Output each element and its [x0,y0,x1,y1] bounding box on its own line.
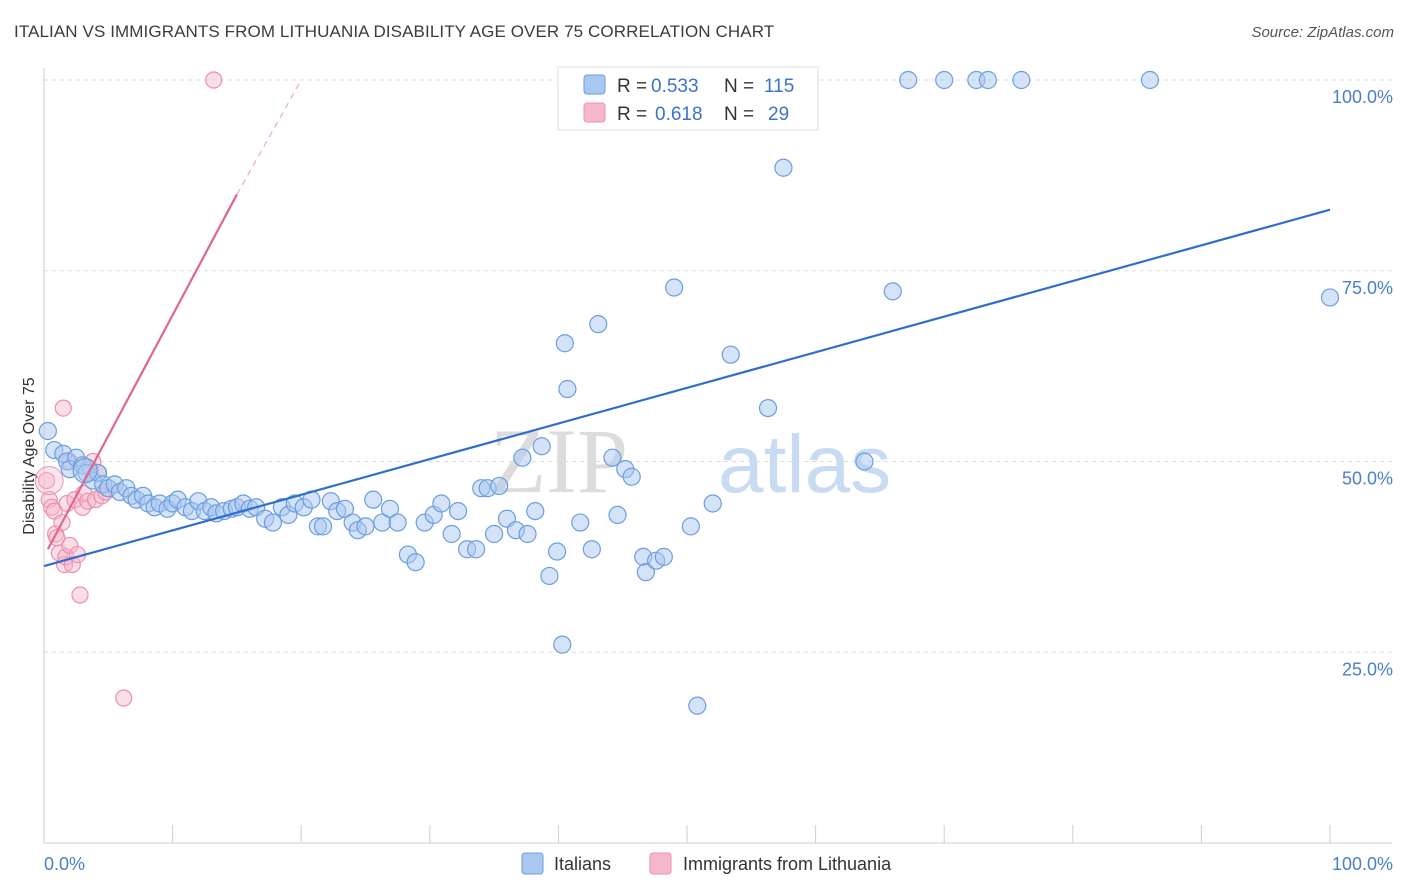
italians-point [1140,70,1160,90]
italians-point [636,563,655,582]
italians-point [432,494,451,513]
y-tick-label: 100.0% [1332,87,1393,107]
series-legend-label-lithuania: Immigrants from Lithuania [683,854,892,874]
italians-point [553,635,572,654]
legend-n-label-italians: N = [724,76,754,97]
series-legend-swatch-italians [521,852,544,875]
italians-point [72,458,98,484]
italians-point [518,524,537,544]
italians-point [526,501,545,521]
italians-points [38,70,1340,715]
italians-point [681,517,700,536]
italians-point [603,448,622,467]
lithuania-point [205,71,223,89]
italians-point [380,499,400,518]
lithuania-trend-extension [236,79,302,195]
italians-point [364,490,383,509]
italians-point [485,524,504,544]
italians-point [38,421,57,441]
source-credit: Source: ZipAtlas.com [1251,24,1394,41]
series-legend-swatch-lithuania [649,852,672,875]
lithuania-point [63,555,81,574]
legend-swatch-lithuania [583,102,606,123]
y-tick-labels: 25.0% 50.0% 75.0% 100.0% [1332,87,1393,679]
italians-point [532,437,551,456]
italians-point [665,278,684,297]
lithuania-point [37,471,56,490]
lithuania-points [34,71,223,707]
italians-point [1320,288,1340,307]
trend-lines [43,79,1331,568]
italians-point [582,540,601,559]
italians-point [406,553,425,572]
italians-point [608,505,627,525]
series-legend-label-italians: Italians [554,854,611,874]
y-tick-label: 75.0% [1342,278,1393,298]
italians-point [448,501,468,521]
legend-r-value-lithuania: 0.618 [655,104,703,125]
y-axis-label: Disability Age Over 75 [21,377,38,535]
italians-point [758,398,778,418]
italians-point [721,345,740,364]
lithuania-point [54,399,72,417]
legend-n-value-lithuania: 29 [768,104,789,125]
italians-point [883,282,902,301]
italians-point [513,448,532,467]
x-tick-label: 100.0% [1332,854,1393,874]
legend-n-label-lithuania: N = [724,104,754,125]
italians-point [899,70,918,90]
italians-point [571,513,590,532]
legend-r-value-italians: 0.533 [651,76,699,97]
italians-point [558,379,577,399]
italians-point [703,494,722,513]
legend-r-label-lithuania: R = [617,104,647,125]
italians-point [774,158,793,177]
italians-point [263,513,283,532]
x-tick-label: 0.0% [44,854,85,874]
axes [43,68,1392,844]
italians-point [855,452,874,471]
italians-point [388,513,407,532]
chart-title: ITALIAN VS IMMIGRANTS FROM LITHUANIA DIS… [14,22,775,41]
italians-point [555,334,574,353]
legend-n-value-italians: 115 [764,76,794,97]
correlation-legend: R = 0.533 N = 115 R = 0.618 N = 29 [557,66,819,131]
y-tick-label: 50.0% [1342,469,1393,489]
italians-point [313,517,333,536]
italians-trend-line [43,208,1331,568]
italians-point [688,696,707,715]
italians-point [935,70,954,90]
lithuania-point [115,689,133,707]
italians-point [540,566,559,586]
legend-r-label-italians: R = [617,76,647,97]
italians-point [466,540,486,559]
lithuania-point [71,586,89,604]
x-tick-labels: 0.0% 100.0% [44,854,1393,874]
italians-point [589,315,608,334]
lithuania-point [34,466,64,496]
y-tick-label: 25.0% [1342,659,1393,679]
lithuania-trend-line [46,193,238,550]
italians-point [548,542,567,561]
italians-point [442,524,461,544]
italians-point [356,517,375,536]
series-legend: Italians Immigrants from Lithuania [521,852,892,875]
italians-point [978,70,998,90]
italians-point [1012,70,1031,90]
italians-point [335,499,355,518]
grid-lines [44,79,1392,653]
legend-swatch-italians [583,74,606,95]
italians-point [490,476,509,496]
italians-point [654,547,673,566]
italians-point [622,467,641,486]
